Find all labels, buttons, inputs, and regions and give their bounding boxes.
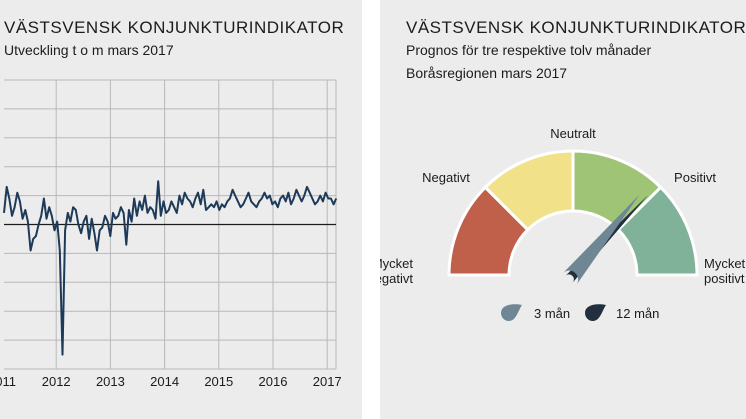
x-tick-label: 2011 xyxy=(0,374,16,389)
right-gauge-panel: VÄSTSVENSK KONJUNKTURINDIKATOR Prognos f… xyxy=(380,0,746,419)
left-chart-title: VÄSTSVENSK KONJUNKTURINDIKATOR xyxy=(4,18,345,37)
label-mycket-positivt-line1: Mycket xyxy=(704,256,746,271)
x-tick-label: 2015 xyxy=(204,374,233,389)
x-tick-label: 2013 xyxy=(96,374,125,389)
left-chart-subtitle: Utveckling t o m mars 2017 xyxy=(4,42,174,58)
label-neutralt: Neutralt xyxy=(550,126,596,141)
legend-marker-3m xyxy=(501,304,522,321)
legend-marker-12m xyxy=(585,304,606,321)
series-line xyxy=(3,180,338,356)
needle-3m xyxy=(562,194,640,286)
gauge-chart: NeutraltNegativtPositivtMycketnegativtMy… xyxy=(380,126,746,321)
x-tick-label: 2017 xyxy=(313,374,342,389)
label-mycket-negativt-line2: negativt xyxy=(380,271,413,286)
x-tick-label: 2012 xyxy=(42,374,71,389)
label-negativt: Negativt xyxy=(422,170,470,185)
left-chart-panel: VÄSTSVENSK KONJUNKTURINDIKATOR Utvecklin… xyxy=(0,0,362,419)
line-chart: 2011 2012 2013 2014 2015 2016 2017 xyxy=(0,79,342,389)
right-gauge-title: VÄSTSVENSK KONJUNKTURINDIKATOR xyxy=(406,18,746,37)
legend-label-3m: 3 mån xyxy=(534,306,570,321)
legend-label-12m: 12 mån xyxy=(616,306,659,321)
right-gauge-subtitle-1: Prognos för tre respektive tolv månader xyxy=(406,42,652,58)
label-mycket-negativt-line1: Mycket xyxy=(380,256,413,271)
x-tick-label: 2016 xyxy=(259,374,288,389)
right-gauge-subtitle-2: Boråsregionen mars 2017 xyxy=(406,65,568,81)
label-mycket-positivt-line2: positivt xyxy=(704,271,745,286)
x-tick-label: 2014 xyxy=(150,374,179,389)
label-positivt: Positivt xyxy=(674,170,716,185)
gauge-segment-3 xyxy=(616,185,699,277)
